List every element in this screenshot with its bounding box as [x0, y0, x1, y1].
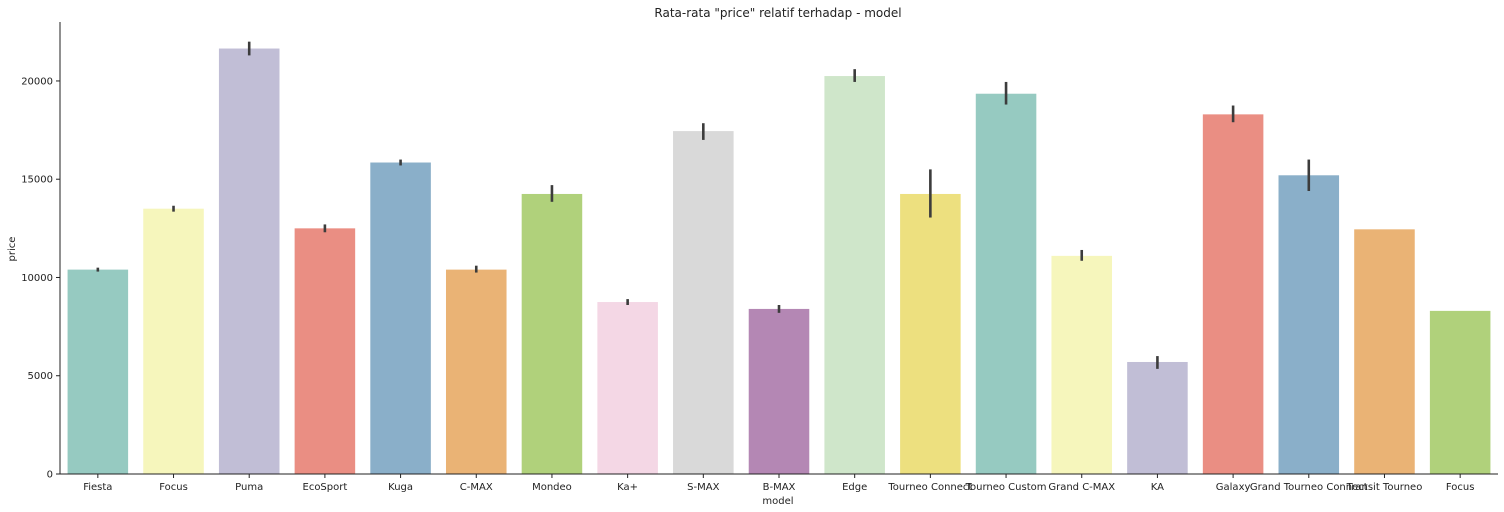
- x-tick-label: Transit Tourneo: [1346, 482, 1423, 493]
- bar: [1278, 175, 1340, 474]
- y-tick-label: 0: [47, 470, 53, 481]
- bar: [67, 269, 129, 474]
- x-axis: Fiesta Focus Puma EcoSport Kuga C-MAX Mondeo Ka…: [83, 474, 1474, 493]
- x-tick-label: S-MAX: [687, 482, 719, 493]
- x-tick-label: Mondeo: [532, 482, 572, 493]
- x-tick-label: Focus: [1446, 482, 1475, 493]
- bar: [1429, 310, 1491, 474]
- x-tick-label: Grand C-MAX: [1048, 482, 1115, 493]
- bar: [218, 48, 280, 475]
- x-tick-label: Grand Tourneo Connect: [1250, 482, 1368, 493]
- error-bars: [96, 41, 1311, 369]
- x-tick-label: Tourneo Connect: [887, 482, 972, 493]
- bar: [824, 76, 885, 474]
- x-axis-label: model: [762, 496, 793, 507]
- bar: [1127, 361, 1188, 474]
- bar: [521, 193, 583, 474]
- y-tick-label: 5000: [28, 371, 53, 382]
- x-tick-label: Puma: [235, 482, 263, 493]
- x-tick-label: Tourneo Custom: [965, 482, 1047, 493]
- bar: [975, 93, 1037, 474]
- bars: [67, 48, 1491, 475]
- x-tick-label: Focus: [159, 482, 188, 493]
- y-axis: 0 5000 10000 15000 20000: [21, 76, 60, 481]
- bar: [294, 228, 356, 474]
- x-tick-label: B-MAX: [763, 482, 796, 493]
- bar: [1354, 229, 1415, 474]
- chart-title: Rata-rata "price" relatif terhadap - mod…: [654, 6, 901, 20]
- y-tick-label: 20000: [21, 76, 53, 87]
- x-tick-label: Edge: [842, 482, 867, 493]
- x-tick-label: Ka+: [617, 482, 638, 493]
- y-tick-label: 15000: [21, 175, 53, 186]
- bar: [1051, 255, 1113, 474]
- y-tick-label: 10000: [21, 273, 53, 284]
- bar: [370, 162, 431, 474]
- x-tick-label: C-MAX: [460, 482, 493, 493]
- x-tick-label: EcoSport: [303, 482, 348, 493]
- x-tick-label: Fiesta: [83, 482, 112, 493]
- x-tick-label: KA: [1151, 482, 1164, 493]
- x-tick-label: Galaxy: [1216, 482, 1251, 493]
- bar: [445, 269, 507, 474]
- bar: [143, 208, 204, 474]
- x-tick-label: Kuga: [388, 482, 413, 493]
- bar: [1202, 114, 1264, 474]
- bar: [597, 302, 658, 474]
- bar: [673, 131, 734, 474]
- bar: [748, 308, 810, 474]
- y-axis-label: price: [7, 237, 18, 262]
- bar: [900, 193, 961, 474]
